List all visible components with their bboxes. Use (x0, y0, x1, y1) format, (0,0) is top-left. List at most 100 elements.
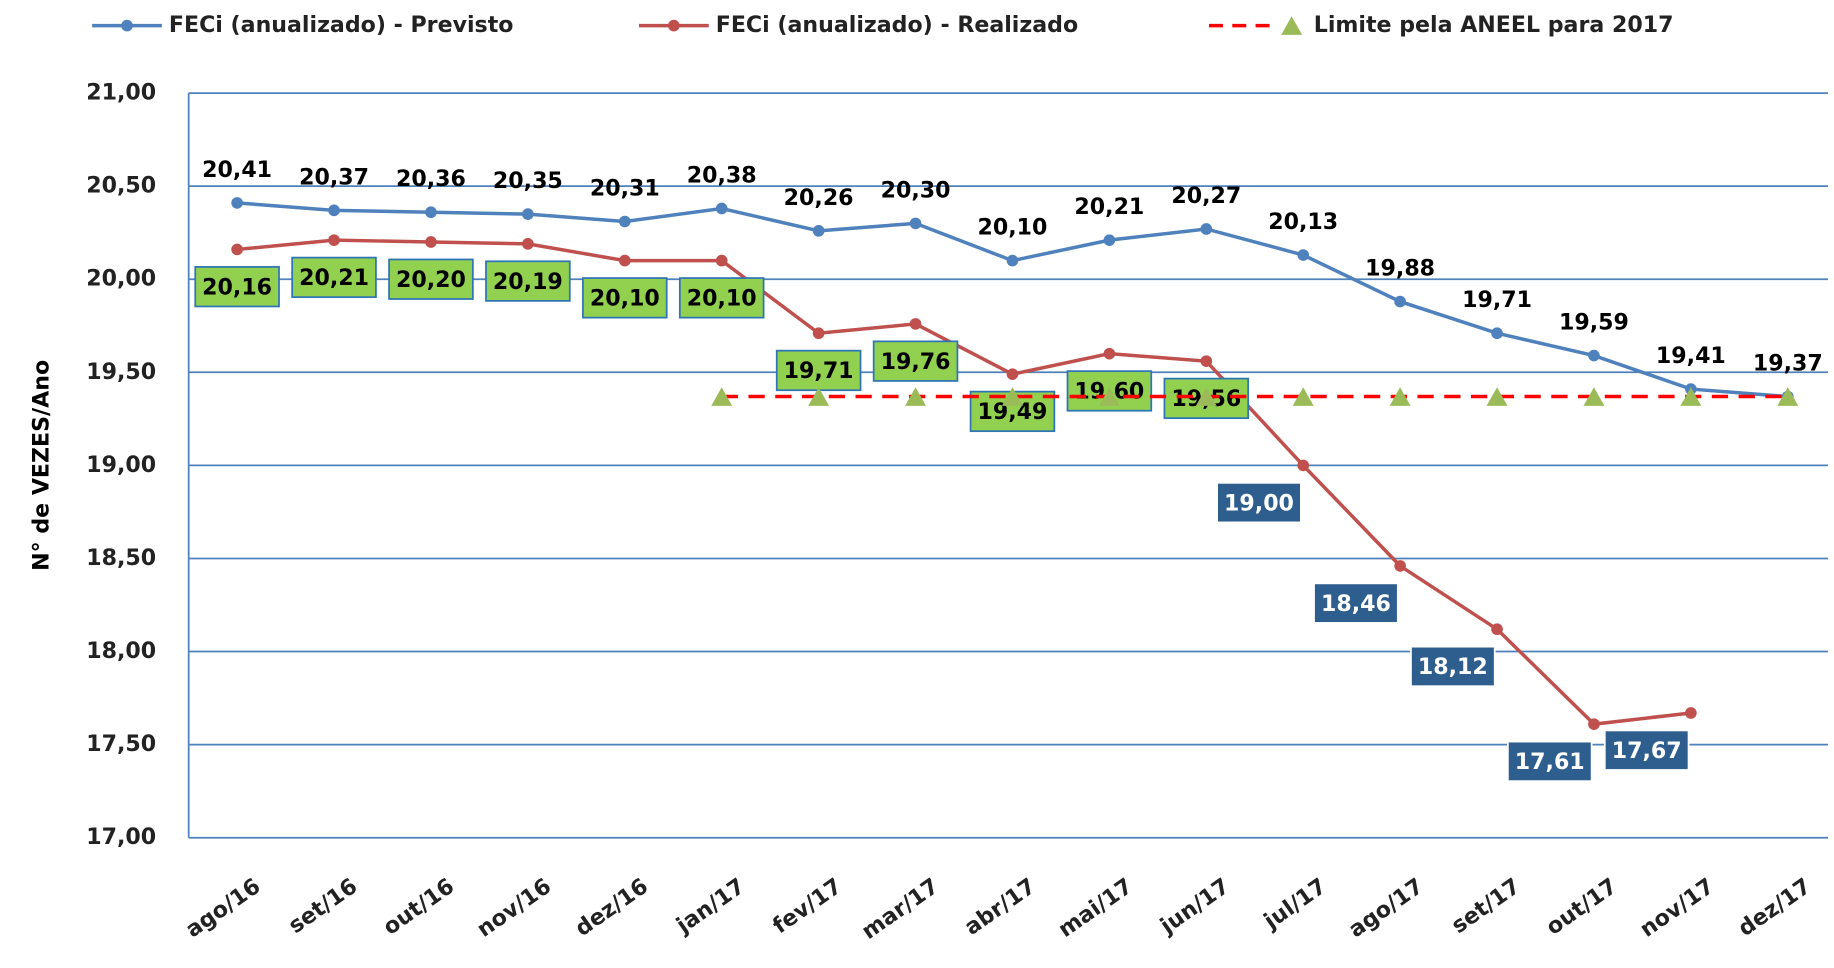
data-label-box (485, 260, 571, 302)
data-label: 19,71 (1462, 287, 1532, 313)
y-tick-label: 18,00 (86, 638, 156, 664)
data-label: 17,61 (1515, 749, 1585, 775)
x-tick-label: ago/16 (181, 873, 265, 943)
marker (1491, 623, 1503, 636)
data-label-box (291, 256, 377, 299)
data-label: 20,19 (493, 269, 563, 295)
y-tick-label: 20,50 (86, 173, 156, 199)
x-tick-label: out/17 (1541, 873, 1622, 940)
x-tick-label: dez/17 (1733, 873, 1815, 942)
x-tick-label: set/16 (284, 873, 362, 939)
x-tick-label: mai/17 (1053, 873, 1137, 943)
y-tick-label: 19,00 (86, 452, 156, 478)
y-tick-label: 20,00 (86, 266, 156, 292)
data-label: 19,76 (881, 349, 951, 375)
marker (1583, 387, 1605, 406)
data-label: 20,10 (978, 215, 1048, 241)
x-tick-label: nov/17 (1635, 873, 1719, 943)
marker (425, 236, 437, 248)
marker (1297, 249, 1310, 261)
data-label: 20,10 (687, 286, 757, 312)
data-label: 20,31 (590, 175, 660, 201)
marker (1389, 387, 1411, 406)
marker (715, 254, 728, 267)
data-label: 19,41 (1656, 343, 1726, 369)
marker (812, 327, 825, 340)
data-label: 19,88 (1365, 255, 1435, 281)
marker (1491, 327, 1503, 340)
x-tick-label: out/16 (378, 873, 459, 940)
marker (905, 387, 927, 406)
data-label: 20,27 (1171, 183, 1241, 209)
data-label: 20,21 (299, 265, 369, 291)
marker (231, 243, 243, 256)
marker (1006, 254, 1019, 267)
data-label-box (1506, 740, 1593, 783)
data-label-box (1603, 729, 1690, 771)
marker (1195, 387, 1217, 406)
data-label: 20,20 (396, 267, 466, 293)
marker (1103, 347, 1116, 360)
marker (1001, 387, 1023, 406)
data-label: 20,26 (784, 185, 854, 211)
marker (1006, 368, 1019, 380)
marker (328, 234, 340, 246)
data-label-box (678, 277, 765, 319)
data-label: 20,16 (202, 274, 272, 300)
legend-label: FECi (anualizado) - Previsto (169, 12, 514, 38)
marker (1292, 387, 1314, 406)
data-label: 19,00 (1224, 490, 1294, 516)
y-tick-label: 18,50 (86, 545, 156, 571)
x-tick-label: ago/17 (1344, 873, 1428, 943)
data-label: 20,21 (1074, 194, 1144, 220)
marker (1486, 387, 1508, 406)
data-label: 20,41 (202, 157, 272, 183)
marker (522, 208, 534, 220)
marker (522, 238, 534, 250)
series-line (236, 238, 1692, 726)
marker (1685, 707, 1697, 719)
y-tick-label: 19,50 (86, 359, 156, 385)
x-tick-label: dez/16 (570, 873, 652, 942)
data-label-box (582, 277, 668, 319)
legend-marker (121, 19, 133, 32)
data-label: 19,37 (1753, 350, 1823, 376)
marker (715, 202, 728, 215)
x-tick-label: fev/17 (768, 873, 847, 939)
marker (1394, 560, 1406, 572)
marker (812, 225, 825, 237)
marker (425, 206, 437, 219)
data-label: 20,13 (1268, 209, 1338, 235)
data-label: 20,10 (590, 286, 660, 312)
x-tick-label: jun/17 (1155, 873, 1235, 940)
marker (618, 215, 631, 228)
marker (909, 318, 922, 330)
data-label-box (1216, 481, 1302, 524)
marker (1680, 387, 1702, 406)
legend-marker (1281, 16, 1303, 35)
data-label-box (1410, 645, 1496, 688)
marker (1588, 349, 1600, 362)
marker (808, 387, 830, 406)
data-label: 19,71 (784, 358, 854, 384)
legend-label: FECi (anualizado) - Realizado (716, 12, 1078, 38)
legend-marker (668, 19, 680, 32)
y-tick-label: 21,00 (86, 80, 156, 106)
x-tick-label: abr/17 (960, 873, 1041, 940)
x-tick-label: nov/16 (472, 873, 556, 943)
data-label: 18,46 (1321, 591, 1391, 617)
data-label-box (194, 266, 280, 308)
data-label: 18,12 (1418, 654, 1488, 680)
data-label: 19,59 (1559, 309, 1629, 335)
data-label-box (388, 258, 474, 300)
data-label: 20,36 (396, 166, 466, 192)
x-tick-label: jan/17 (671, 873, 750, 939)
marker (328, 204, 340, 217)
data-label: 20,30 (881, 177, 951, 203)
data-label: 20,35 (493, 168, 563, 194)
data-label-box (872, 340, 959, 382)
data-label: 20,37 (299, 164, 369, 190)
x-tick-label: set/17 (1447, 873, 1525, 939)
marker (618, 254, 631, 267)
